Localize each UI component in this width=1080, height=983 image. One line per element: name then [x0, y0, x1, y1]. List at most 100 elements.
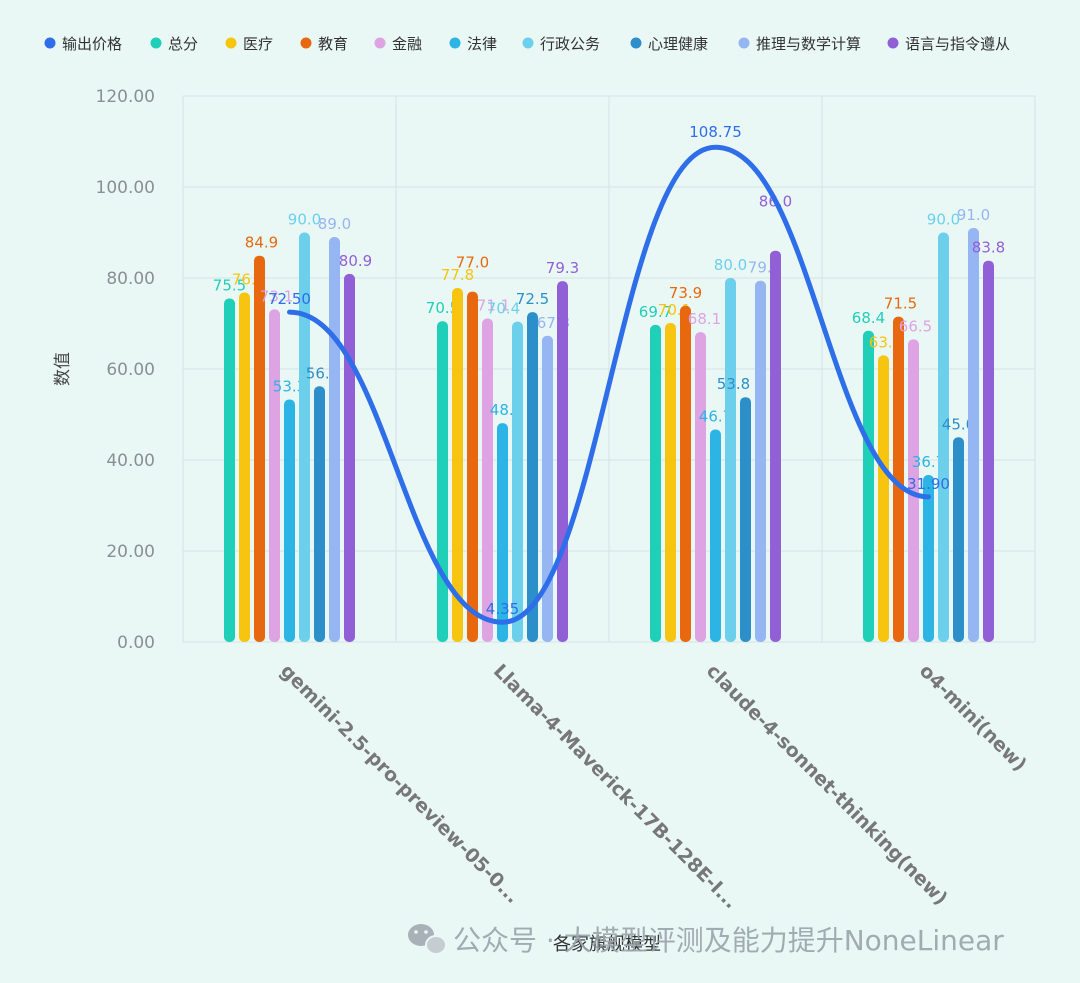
bar-value-label: 53.3 — [273, 377, 306, 395]
bar[interactable] — [557, 281, 568, 642]
x-axis-title: 各家旗舰模型 — [553, 934, 661, 955]
x-category-label: o4-mini(new) — [915, 660, 1031, 776]
bar-value-label: 90.0 — [288, 211, 321, 229]
y-tick-label: 20.00 — [106, 542, 155, 562]
y-tick-label: 100.00 — [96, 178, 155, 198]
bar[interactable] — [908, 339, 919, 642]
bar-value-label: 77.8 — [441, 266, 474, 284]
bar-value-label: 80.0 — [714, 256, 747, 274]
legend-label: 教育 — [318, 35, 348, 53]
legend-marker — [150, 37, 162, 49]
bar[interactable] — [467, 291, 478, 642]
bar[interactable] — [725, 278, 736, 642]
bar[interactable] — [527, 312, 538, 642]
legend-marker — [300, 37, 312, 49]
bar[interactable] — [863, 330, 874, 642]
bar[interactable] — [299, 232, 310, 643]
bar[interactable] — [923, 475, 934, 642]
bar-value-label: 53.8 — [717, 375, 750, 393]
bar-value-label: 91.0 — [957, 206, 990, 224]
bar-value-label: 89.0 — [318, 215, 351, 233]
bar[interactable] — [680, 305, 691, 642]
legend-item[interactable]: 教育 — [300, 35, 349, 53]
bar[interactable] — [710, 429, 721, 642]
price-line-value-label: 31.90 — [907, 475, 950, 493]
bar[interactable] — [695, 332, 706, 642]
bar-value-label: 90.0 — [927, 211, 960, 229]
bar[interactable] — [740, 397, 751, 642]
bar-group: 69.770.173.968.146.780.053.879.486.0 — [639, 193, 792, 642]
y-tick-label: 60.00 — [106, 360, 155, 380]
legend-marker — [630, 37, 642, 49]
legend-marker — [887, 37, 899, 49]
legend-marker — [225, 37, 237, 49]
price-line-value-label: 108.75 — [689, 123, 742, 141]
bar[interactable] — [239, 292, 250, 642]
bar[interactable] — [665, 323, 676, 642]
bar[interactable] — [983, 260, 994, 642]
legend-marker — [738, 37, 750, 49]
bar-value-label: 72.5 — [516, 290, 549, 308]
bar[interactable] — [344, 273, 355, 642]
bar[interactable] — [968, 227, 979, 642]
legend-item[interactable]: 医疗 — [225, 35, 274, 53]
x-category-label: claude-4-sonnet-thinking(new) — [702, 660, 952, 910]
legend-marker — [44, 37, 56, 49]
legend-label: 医疗 — [243, 35, 273, 53]
bar[interactable] — [953, 437, 964, 642]
price-line[interactable] — [287, 144, 931, 625]
bar[interactable] — [437, 321, 448, 642]
bar-value-label: 66.5 — [899, 317, 932, 335]
bar-value-label: 70.5 — [426, 299, 459, 317]
price-line-value-label: 4.35 — [486, 600, 519, 618]
legend-item[interactable]: 总分 — [150, 35, 199, 53]
bar[interactable] — [497, 423, 508, 642]
bar[interactable] — [878, 355, 889, 642]
legend-label: 行政公务 — [540, 35, 600, 53]
y-axis-title: 数值 — [53, 352, 73, 386]
bar-value-label: 73.1 — [260, 287, 293, 305]
legend-label: 法律 — [467, 35, 497, 53]
bar[interactable] — [755, 280, 766, 642]
bar[interactable] — [650, 324, 661, 642]
bar[interactable] — [770, 250, 781, 642]
legend-item[interactable]: 推理与数学计算 — [738, 35, 862, 53]
bar-value-label: 36.7 — [912, 453, 945, 471]
bar-group: 68.463.071.566.536.790.045.091.083.8 — [852, 206, 1005, 642]
legend-item[interactable]: 输出价格 — [44, 35, 123, 53]
legend-label: 总分 — [168, 35, 198, 53]
bar-value-label: 79.3 — [546, 259, 579, 277]
legend-label: 心理健康 — [648, 35, 708, 53]
bar-value-label: 73.9 — [669, 284, 702, 302]
bar-value-label: 84.9 — [245, 234, 278, 252]
bar[interactable] — [329, 237, 340, 643]
legend-item[interactable]: 语言与指令遵从 — [887, 35, 1011, 53]
y-tick-label: 0.00 — [117, 633, 155, 653]
y-tick-label: 120.00 — [96, 87, 155, 107]
legend-item[interactable]: 金融 — [374, 35, 423, 53]
legend-label: 语言与指令遵从 — [905, 35, 1010, 53]
bar-value-label: 45.0 — [942, 415, 975, 433]
bar[interactable] — [269, 309, 280, 642]
bar-value-label: 69.7 — [639, 303, 672, 321]
bar[interactable] — [542, 335, 553, 642]
legend-item[interactable]: 法律 — [449, 35, 498, 53]
bar[interactable] — [893, 316, 904, 642]
legend-marker — [374, 37, 386, 49]
bar[interactable] — [284, 399, 295, 642]
bar[interactable] — [482, 318, 493, 642]
bar-value-label: 77.0 — [456, 254, 489, 272]
bar[interactable] — [314, 386, 325, 642]
bar[interactable] — [452, 288, 463, 642]
bar-value-label: 68.1 — [688, 310, 721, 328]
legend-item[interactable]: 心理健康 — [630, 35, 709, 53]
bar[interactable] — [938, 232, 949, 643]
bar[interactable] — [512, 321, 523, 642]
legend-item[interactable]: 行政公务 — [522, 35, 601, 53]
legend[interactable]: 输出价格 总分 医疗 教育 金融 法律 行政公务 心理健康 推理与数学计算 语言与指令遵从 — [44, 35, 1011, 53]
bar[interactable] — [254, 255, 265, 642]
legend-label: 输出价格 — [62, 35, 122, 53]
bar[interactable] — [224, 298, 235, 642]
